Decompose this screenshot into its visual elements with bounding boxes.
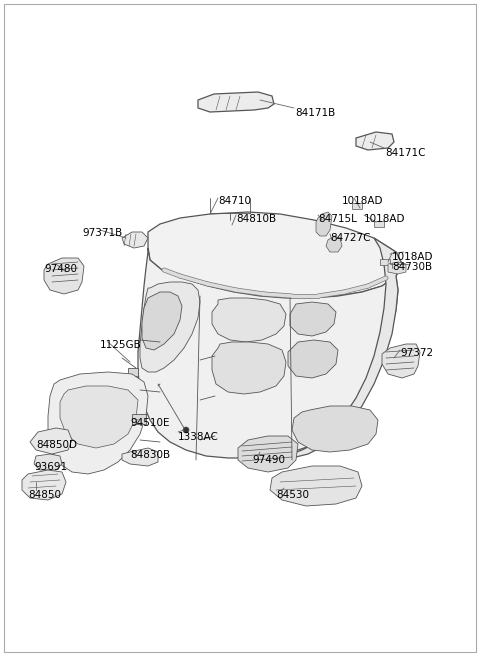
- Polygon shape: [30, 428, 72, 454]
- Text: 1018AD: 1018AD: [342, 196, 384, 206]
- Text: 97480: 97480: [44, 264, 77, 274]
- Text: 84727C: 84727C: [330, 233, 371, 243]
- Polygon shape: [138, 248, 398, 458]
- Polygon shape: [122, 448, 158, 466]
- Text: 84530: 84530: [276, 490, 309, 500]
- Text: 97372: 97372: [400, 348, 433, 358]
- Polygon shape: [140, 282, 200, 372]
- Polygon shape: [148, 212, 402, 298]
- Polygon shape: [48, 372, 148, 474]
- Polygon shape: [292, 406, 378, 452]
- Polygon shape: [352, 203, 362, 209]
- Polygon shape: [382, 344, 420, 378]
- Polygon shape: [388, 262, 406, 274]
- Text: 84710: 84710: [218, 196, 251, 206]
- Text: 84171B: 84171B: [295, 108, 335, 118]
- Text: 1018AD: 1018AD: [364, 214, 406, 224]
- Text: 84850: 84850: [28, 490, 61, 500]
- Text: 84730B: 84730B: [392, 262, 432, 272]
- Polygon shape: [238, 436, 298, 472]
- Circle shape: [183, 427, 189, 433]
- Text: 84850D: 84850D: [36, 440, 77, 450]
- Polygon shape: [286, 238, 402, 458]
- Bar: [132, 414, 146, 424]
- Polygon shape: [212, 342, 286, 394]
- Polygon shape: [288, 340, 338, 378]
- Text: 1018AD: 1018AD: [392, 252, 433, 262]
- Text: 93691: 93691: [34, 462, 67, 472]
- Polygon shape: [34, 454, 62, 470]
- Polygon shape: [270, 466, 362, 506]
- Text: 84810B: 84810B: [236, 214, 276, 224]
- Bar: [128, 368, 138, 376]
- Text: 84171C: 84171C: [385, 148, 425, 158]
- Text: 97490: 97490: [252, 455, 285, 465]
- Text: 1338AC: 1338AC: [178, 432, 219, 442]
- Text: 84715L: 84715L: [318, 214, 357, 224]
- Polygon shape: [22, 470, 66, 500]
- Text: 97371B: 97371B: [82, 228, 122, 238]
- Polygon shape: [44, 258, 84, 294]
- Text: 1125GB: 1125GB: [100, 340, 142, 350]
- Text: 84830B: 84830B: [130, 450, 170, 460]
- Polygon shape: [380, 259, 390, 265]
- Polygon shape: [326, 236, 342, 252]
- Polygon shape: [356, 132, 394, 150]
- Polygon shape: [122, 232, 148, 248]
- Polygon shape: [290, 302, 336, 336]
- Polygon shape: [212, 298, 286, 342]
- Polygon shape: [374, 221, 384, 227]
- Text: 94510E: 94510E: [130, 418, 169, 428]
- Polygon shape: [60, 386, 138, 448]
- Polygon shape: [316, 212, 332, 236]
- Polygon shape: [198, 92, 274, 112]
- Polygon shape: [142, 292, 182, 350]
